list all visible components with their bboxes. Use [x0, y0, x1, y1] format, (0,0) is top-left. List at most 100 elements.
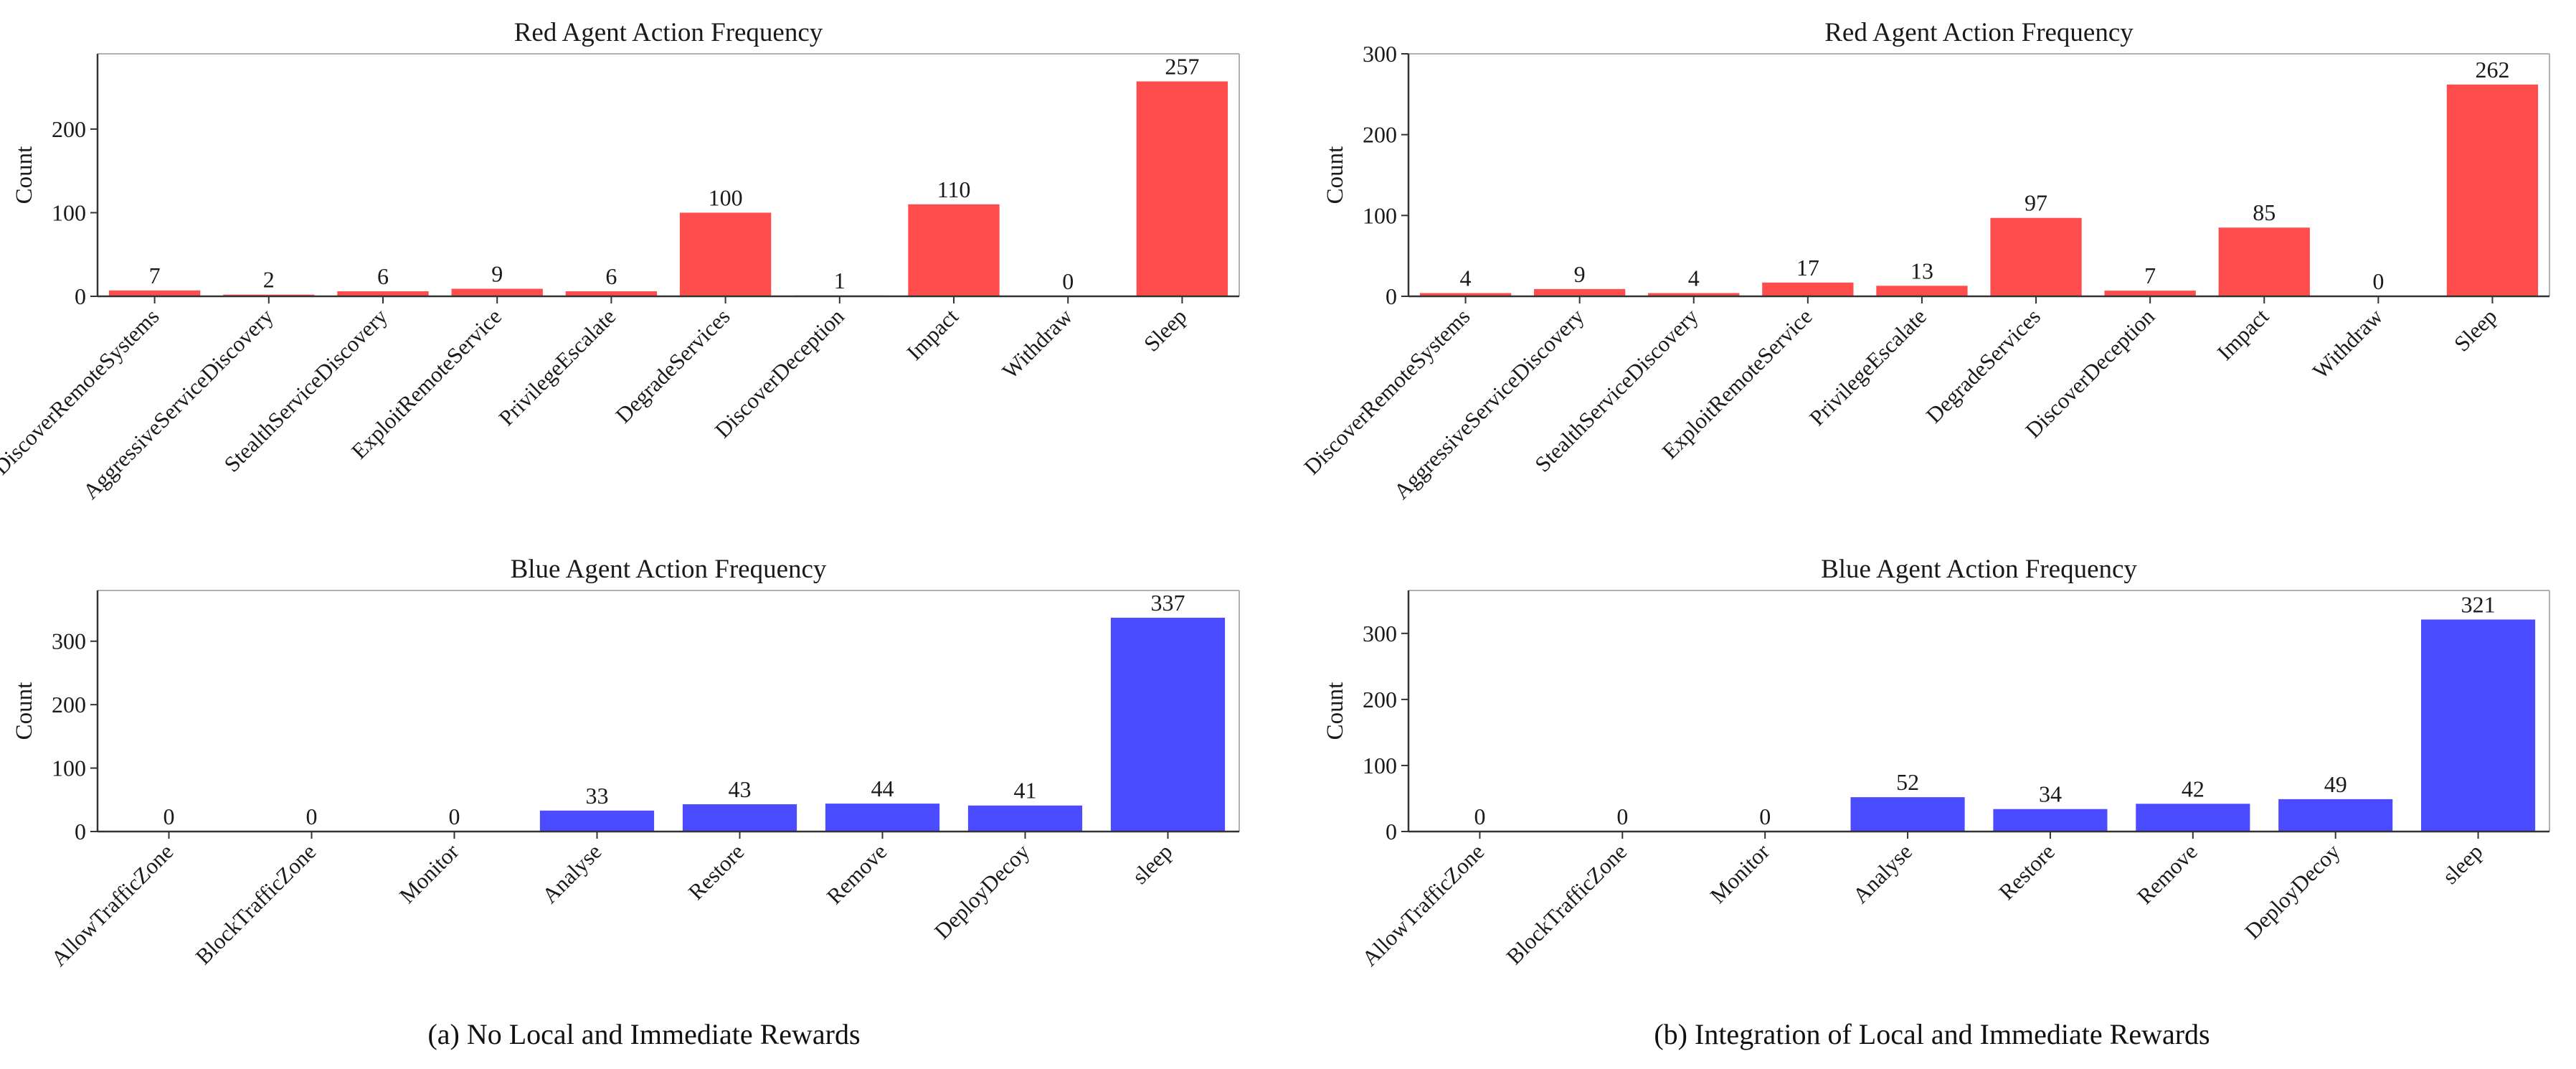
x-tick-label: BlockTrafficZone: [191, 839, 321, 969]
bar: [451, 288, 543, 296]
bar: [1419, 293, 1512, 296]
y-tick-label: 300: [52, 628, 86, 654]
data-label: 0: [1616, 804, 1628, 829]
bar: [1136, 81, 1228, 296]
data-label: 262: [2475, 57, 2509, 83]
x-tick-label: Withdraw: [2308, 303, 2388, 384]
x-tick-label: Restore: [683, 839, 749, 905]
bar: [337, 291, 429, 296]
bar: [679, 212, 772, 296]
x-tick-label: Sleep: [1139, 303, 1191, 356]
y-tick-label: 0: [75, 819, 86, 844]
data-label: 6: [377, 263, 389, 289]
data-label: 34: [2039, 781, 2062, 807]
x-tick-label: Remove: [822, 839, 892, 909]
y-tick-label: 100: [52, 755, 86, 781]
y-tick-label: 0: [1386, 819, 1397, 844]
x-tick-label: Restore: [1994, 839, 2060, 905]
y-axis-label: Count: [11, 682, 37, 740]
y-tick-label: 0: [75, 283, 86, 309]
chart-b-red: Red Agent Action Frequency Count 0 100 200 30…: [1299, 18, 2550, 504]
bar: [908, 204, 1000, 296]
bar: [1534, 288, 1626, 296]
y-tick-label: 0: [1386, 283, 1397, 309]
data-label: 17: [1796, 255, 1819, 281]
y-tick-label: 100: [52, 199, 86, 225]
data-label: 321: [2461, 592, 2496, 618]
data-label: 7: [149, 263, 161, 288]
bar: [2421, 619, 2536, 832]
bar: [565, 291, 658, 296]
bar: [2446, 84, 2539, 297]
data-label: 42: [2182, 776, 2205, 801]
x-tick-label: BlockTrafficZone: [1501, 839, 1632, 969]
data-label: 9: [1574, 261, 1586, 287]
chart-a-blue: Blue Agent Action Frequency Count 0 100 200 3…: [11, 555, 1240, 971]
bar: [2104, 291, 2196, 296]
data-label: 0: [1062, 268, 1074, 294]
x-tick-label: PrivilegeEscalate: [493, 303, 620, 430]
x-tick-label: DeployDecoy: [929, 839, 1035, 944]
bar: [2278, 799, 2393, 832]
data-label: 7: [2144, 263, 2156, 288]
chart-a-red: Red Agent Action Frequency Count 0 100 200 7 D…: [0, 18, 1240, 504]
data-label: 0: [2372, 268, 2384, 294]
chart-title: Blue Agent Action Frequency: [511, 555, 827, 584]
data-label: 52: [1896, 769, 1919, 795]
data-label: 0: [1474, 804, 1485, 829]
y-tick-label: 200: [1363, 687, 1397, 712]
x-tick-label: PrivilegeEscalate: [1804, 303, 1931, 430]
data-label: 97: [2025, 190, 2047, 216]
data-label: 4: [1688, 265, 1700, 291]
data-label: 0: [164, 804, 175, 829]
x-tick-label: DegradeServices: [610, 303, 734, 428]
data-label: 49: [2324, 771, 2347, 797]
bar: [967, 805, 1083, 832]
bar: [539, 810, 655, 832]
chart-title: Red Agent Action Frequency: [514, 18, 823, 47]
x-tick-label: AllowTrafficZone: [46, 839, 178, 971]
data-label: 33: [586, 783, 609, 809]
bar: [1110, 618, 1226, 832]
bar: [1850, 797, 1965, 832]
x-tick-label: Sleep: [2449, 303, 2501, 356]
bar: [1876, 286, 1968, 296]
y-tick-label: 200: [52, 692, 86, 717]
y-axis-label: Count: [1322, 682, 1348, 740]
data-label: 100: [709, 184, 743, 210]
y-tick-label: 300: [1363, 621, 1397, 646]
data-label: 2: [263, 267, 275, 293]
x-tick-label: sleep: [2438, 839, 2488, 889]
x-tick-label: Analyse: [537, 839, 607, 908]
bar: [108, 290, 201, 296]
y-tick-label: 200: [52, 116, 86, 142]
bar: [1993, 809, 2108, 832]
x-tick-label: AggressiveServiceDiscovery: [1388, 303, 1589, 504]
x-tick-label: Impact: [901, 303, 963, 365]
y-tick-label: 300: [1363, 41, 1397, 67]
caption-b: (b) Integration of Local and Immediate R…: [1654, 1018, 2210, 1050]
data-label: 41: [1014, 778, 1037, 804]
bar: [825, 804, 940, 832]
x-tick-label: Analyse: [1847, 839, 1917, 908]
data-label: 9: [491, 261, 503, 287]
bar: [2218, 227, 2310, 296]
data-label: 0: [1759, 804, 1771, 829]
bar: [2136, 804, 2250, 832]
x-tick-label: DegradeServices: [1921, 303, 2045, 428]
x-tick-label: AllowTrafficZone: [1357, 839, 1489, 971]
data-label: 110: [937, 176, 971, 202]
chart-b-blue: Blue Agent Action Frequency Count 0 100 200 3…: [1322, 555, 2550, 971]
data-label: 257: [1165, 53, 1199, 79]
x-tick-label: Impact: [2212, 303, 2274, 365]
chart-title: Red Agent Action Frequency: [1824, 18, 2134, 47]
data-label: 0: [306, 804, 318, 829]
data-label: 85: [2253, 199, 2276, 225]
bar: [1762, 282, 1854, 296]
data-label: 0: [449, 804, 460, 829]
bar: [1648, 293, 1740, 296]
y-tick-label: 100: [1363, 753, 1397, 778]
data-label: 1: [834, 268, 846, 293]
y-tick-label: 100: [1363, 202, 1397, 228]
